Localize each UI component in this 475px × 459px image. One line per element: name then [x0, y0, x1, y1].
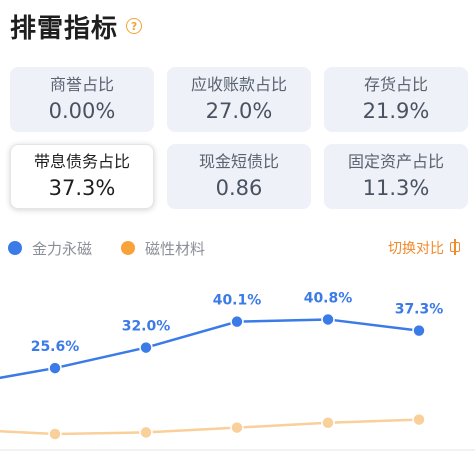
data-point[interactable]	[139, 425, 153, 440]
chart-legend: 金力永磁 磁性材料 切换对比	[8, 236, 468, 260]
legend-item-industry[interactable]: 磁性材料	[121, 236, 205, 260]
data-point[interactable]	[412, 412, 426, 427]
series-layer: 25.6% 32.0% 40.1% 40.8% 37.3%	[0, 290, 444, 441]
metric-label: 商誉占比	[49, 74, 114, 94]
metric-card-fixed-assets[interactable]: 固定资产占比 11.3%	[324, 144, 468, 209]
legend-label: 磁性材料	[145, 239, 206, 258]
compare-icon	[450, 239, 464, 255]
metric-label: 应收账款占比	[190, 74, 287, 94]
data-point[interactable]	[321, 312, 335, 327]
page-title: 排雷指标	[10, 13, 119, 44]
line-chart: 25.6% 32.0% 40.1% 40.8% 37.3%	[0, 290, 475, 451]
data-point[interactable]	[412, 323, 426, 338]
data-point[interactable]	[48, 361, 62, 375]
metric-value: 0.00%	[48, 98, 116, 123]
data-point[interactable]	[48, 427, 62, 441]
metric-value: 0.86	[215, 175, 263, 200]
data-label: 32.0%	[122, 319, 171, 335]
metric-label: 带息债务占比	[33, 151, 130, 171]
metric-card-interest-debt[interactable]: 带息债务占比 37.3%	[10, 144, 154, 209]
metric-card-goodwill[interactable]: 商誉占比 0.00%	[10, 67, 154, 132]
data-point[interactable]	[230, 420, 244, 435]
data-point[interactable]	[321, 416, 335, 430]
metric-label: 现金短债比	[198, 151, 279, 171]
metric-value: 37.3%	[48, 175, 116, 200]
series-line	[0, 418, 420, 436]
metric-label: 存货占比	[363, 74, 428, 94]
metric-value: 21.9%	[362, 98, 430, 123]
switch-label: 切换对比	[388, 241, 444, 257]
metric-card-cash-shortdebt[interactable]: 现金短债比 0.86	[167, 144, 311, 209]
metric-label: 固定资产占比	[347, 151, 444, 171]
data-point[interactable]	[139, 340, 153, 355]
data-label: 40.8%	[304, 290, 353, 306]
legend-item-company[interactable]: 金力永磁	[8, 236, 92, 260]
data-point[interactable]	[230, 314, 244, 329]
switch-compare-button[interactable]: 切换对比	[388, 236, 464, 260]
data-label: 37.3%	[395, 302, 444, 318]
data-label: 40.1%	[213, 293, 262, 309]
metric-card-inventory[interactable]: 存货占比 21.9%	[324, 67, 468, 132]
series-line	[0, 318, 420, 380]
question-icon[interactable]: ?	[126, 18, 143, 34]
legend-dot-orange	[121, 241, 135, 255]
metric-card-receivables[interactable]: 应收账款占比 27.0%	[167, 67, 311, 132]
data-label: 25.6%	[31, 339, 80, 355]
metric-value: 11.3%	[362, 175, 430, 200]
legend-dot-blue	[8, 241, 22, 255]
header: 排雷指标 ?	[10, 6, 143, 46]
legend-label: 金力永磁	[32, 239, 93, 258]
metric-value: 27.0%	[205, 98, 273, 123]
